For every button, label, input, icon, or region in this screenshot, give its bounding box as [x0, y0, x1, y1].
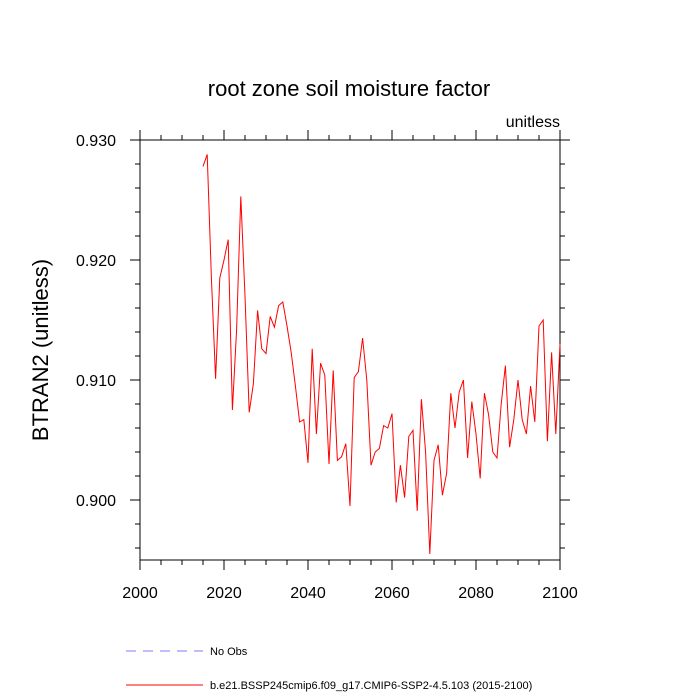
legend: No Obs b.e21.BSSP245cmip6.f09_g17.CMIP6-S…: [126, 646, 532, 692]
x-tick-label: 2100: [542, 585, 578, 602]
legend-label: No Obs: [210, 646, 248, 658]
units-label: unitless: [506, 114, 560, 131]
series-line: [202, 154, 561, 555]
x-tick-label: 2020: [206, 585, 242, 602]
tick-labels: 2000 2020 2040 2060 2080 2100 0.900 0.910 0.920 0…: [76, 133, 578, 602]
legend-label: b.e21.BSSP245cmip6.f09_g17.CMIP6-SSP2-4.…: [210, 680, 532, 692]
axis-ticks: [130, 130, 570, 570]
x-tick-label: 2060: [374, 585, 410, 602]
y-tick-label: 0.930: [76, 133, 116, 150]
y-tick-label: 0.900: [76, 493, 116, 510]
series-layer: [202, 154, 561, 555]
y-tick-label: 0.920: [76, 253, 116, 270]
y-tick-label: 0.910: [76, 373, 116, 390]
x-tick-label: 2000: [122, 585, 158, 602]
x-tick-label: 2040: [290, 585, 326, 602]
y-axis-label: BTRAN2 (unitless): [28, 259, 53, 441]
x-tick-label: 2080: [458, 585, 494, 602]
chart-title: root zone soil moisture factor: [208, 76, 490, 101]
